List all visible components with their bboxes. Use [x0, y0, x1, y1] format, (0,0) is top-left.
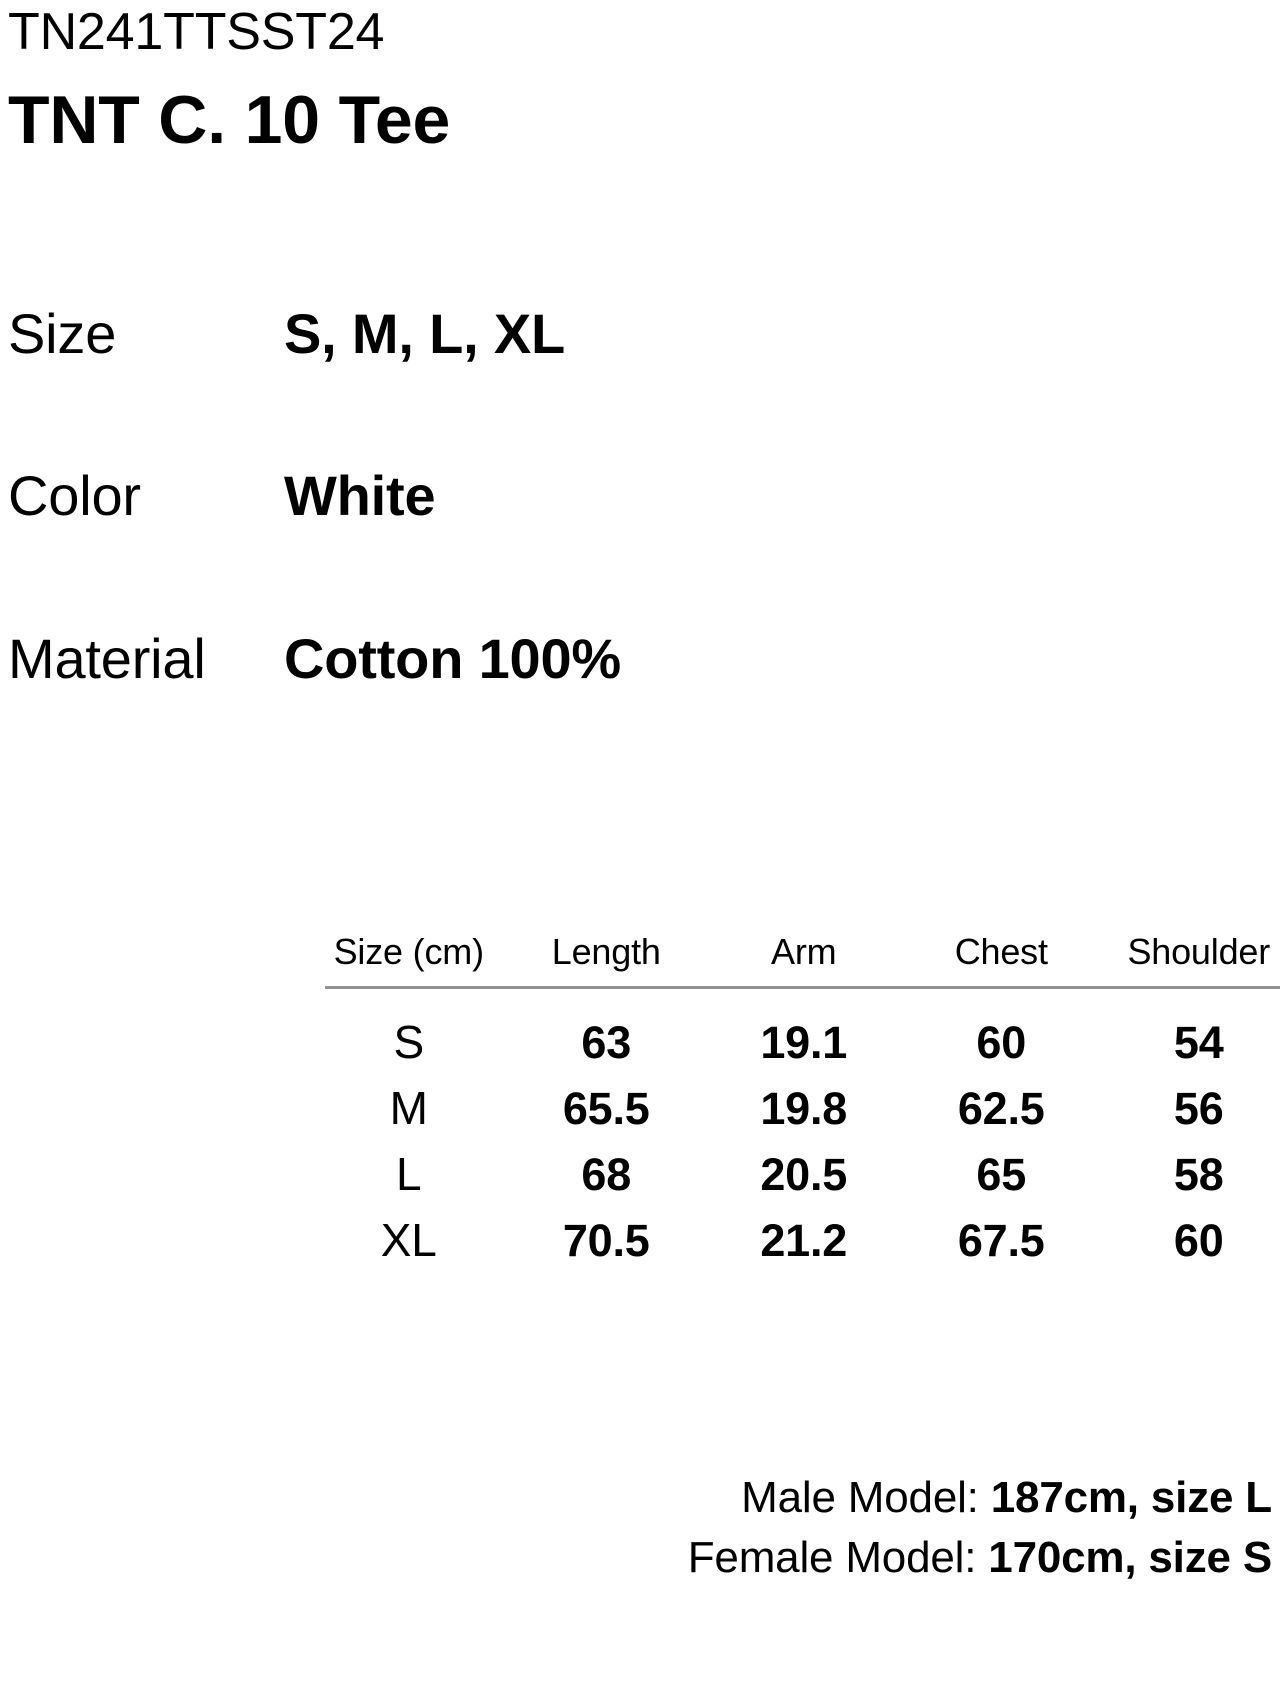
- size-cell: S: [393, 1016, 425, 1068]
- header-cell-chest: Chest: [954, 931, 1048, 972]
- model-info: Male Model: 187cm, size L Female Model: …: [688, 1468, 1272, 1588]
- size-chart-table: Size (cm) Length Arm Chest Shoulder S 63…: [310, 930, 1280, 1273]
- spec-label-material: Material: [8, 627, 206, 690]
- size-chart-row-xl: XL 70.5 21.2 67.5 60: [310, 1207, 1280, 1273]
- chest-cell: 60: [976, 1016, 1027, 1068]
- size-chart-body: S 63 19.1 60 54 M 65.5 19.8 62.5 56 L 68…: [310, 1009, 1280, 1273]
- length-cell: 65.5: [562, 1082, 650, 1134]
- length-cell: 63: [581, 1016, 632, 1068]
- size-chart-row-l: L 68 20.5 65 58: [310, 1141, 1280, 1207]
- arm-cell: 19.8: [760, 1082, 848, 1134]
- size-chart-row-s: S 63 19.1 60 54: [310, 1009, 1280, 1075]
- female-model-prefix: Female Model:: [687, 1533, 989, 1582]
- spec-label-color: Color: [8, 464, 141, 527]
- header-cell-size-cm: Size (cm): [333, 931, 484, 972]
- arm-cell: 19.1: [760, 1016, 848, 1068]
- length-cell: 68: [581, 1148, 632, 1200]
- male-model-prefix: Male Model:: [741, 1473, 991, 1522]
- female-model-value: 170cm, size S: [988, 1533, 1272, 1582]
- size-cell: M: [389, 1082, 428, 1134]
- size-chart-header-row: Size (cm) Length Arm Chest Shoulder: [310, 930, 1280, 988]
- header-cell-arm: Arm: [771, 931, 837, 972]
- size-cell: XL: [380, 1214, 437, 1266]
- chest-cell: 65: [976, 1148, 1027, 1200]
- arm-cell: 20.5: [760, 1148, 848, 1200]
- shoulder-cell: 58: [1173, 1148, 1224, 1200]
- spec-value-size: S, M, L, XL: [284, 302, 566, 365]
- size-cell: L: [396, 1148, 422, 1200]
- shoulder-cell: 54: [1173, 1016, 1224, 1068]
- spec-value-material: Cotton 100%: [284, 627, 622, 690]
- spec-label-size: Size: [8, 302, 117, 365]
- chest-cell: 67.5: [957, 1214, 1045, 1266]
- spec-value-color: White: [284, 464, 436, 527]
- chest-cell: 62.5: [957, 1082, 1045, 1134]
- header-cell-length: Length: [551, 931, 661, 972]
- shoulder-cell: 56: [1173, 1082, 1224, 1134]
- arm-cell: 21.2: [760, 1214, 848, 1266]
- male-model-line: Male Model: 187cm, size L: [688, 1468, 1272, 1528]
- shoulder-cell: 60: [1173, 1214, 1224, 1266]
- male-model-value: 187cm, size L: [990, 1473, 1272, 1522]
- header-cell-shoulder: Shoulder: [1127, 931, 1271, 972]
- length-cell: 70.5: [562, 1214, 650, 1266]
- size-chart-divider-line: [325, 986, 1280, 989]
- product-title: TNT C. 10 Tee: [8, 82, 451, 158]
- female-model-line: Female Model: 170cm, size S: [688, 1528, 1272, 1588]
- size-chart-row-m: M 65.5 19.8 62.5 56: [310, 1075, 1280, 1141]
- product-code: TN241TTSST24: [8, 3, 385, 61]
